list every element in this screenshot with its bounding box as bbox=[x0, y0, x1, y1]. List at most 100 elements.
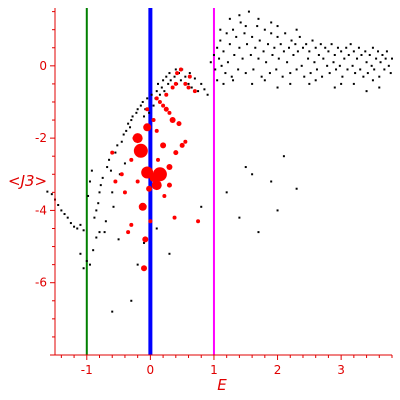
axes: -1 0 1 2 3 0 -2 -4 -6 bbox=[35, 8, 393, 377]
data-point bbox=[206, 93, 209, 96]
data-point bbox=[379, 61, 382, 64]
data-point bbox=[158, 93, 161, 96]
data-point bbox=[135, 111, 138, 114]
data-point bbox=[322, 57, 325, 60]
data-point bbox=[391, 57, 393, 60]
data-point bbox=[327, 50, 330, 53]
data-point bbox=[212, 53, 215, 56]
data-point bbox=[155, 227, 158, 230]
data-point bbox=[148, 111, 151, 114]
data-point bbox=[132, 136, 137, 141]
series-0 bbox=[46, 10, 393, 313]
data-point bbox=[346, 68, 349, 71]
x-tick-label: -1 bbox=[81, 363, 93, 377]
data-point bbox=[157, 82, 160, 85]
data-point bbox=[276, 35, 279, 38]
x-tick-label: 1 bbox=[210, 363, 218, 377]
data-point bbox=[200, 82, 203, 85]
data-point bbox=[116, 144, 119, 147]
data-point bbox=[172, 215, 177, 220]
data-point bbox=[141, 100, 144, 103]
data-point bbox=[333, 86, 336, 89]
data-point bbox=[88, 263, 91, 266]
data-point bbox=[307, 57, 310, 60]
data-point bbox=[282, 50, 285, 53]
data-point bbox=[132, 133, 143, 144]
data-point bbox=[196, 219, 201, 224]
data-point bbox=[383, 68, 386, 71]
data-point bbox=[284, 32, 287, 35]
data-point bbox=[343, 57, 346, 60]
data-point bbox=[313, 61, 316, 64]
data-point bbox=[154, 128, 159, 133]
data-point bbox=[112, 205, 115, 208]
data-point bbox=[238, 14, 241, 17]
data-point bbox=[138, 202, 147, 211]
data-point bbox=[282, 155, 285, 158]
data-point bbox=[151, 180, 162, 191]
data-point bbox=[50, 193, 53, 196]
data-point bbox=[63, 213, 66, 216]
data-point bbox=[169, 117, 176, 124]
y-tick-label: 0 bbox=[39, 59, 47, 73]
data-point bbox=[143, 241, 146, 244]
data-point bbox=[169, 79, 172, 82]
data-point bbox=[365, 61, 368, 64]
data-point bbox=[136, 263, 139, 266]
y-axis-label: <J3> bbox=[8, 172, 47, 190]
data-point bbox=[98, 231, 101, 234]
data-point bbox=[226, 61, 229, 64]
data-point bbox=[332, 61, 335, 64]
data-point bbox=[295, 68, 298, 71]
data-point bbox=[352, 50, 355, 53]
data-point bbox=[326, 64, 329, 67]
data-point bbox=[256, 25, 259, 28]
data-point bbox=[237, 68, 240, 71]
data-point bbox=[235, 35, 238, 38]
data-point bbox=[46, 190, 49, 193]
data-point bbox=[130, 299, 133, 302]
data-point bbox=[279, 43, 282, 46]
data-point bbox=[246, 43, 249, 46]
data-point bbox=[170, 85, 175, 90]
data-point bbox=[73, 225, 76, 228]
data-point bbox=[148, 219, 153, 224]
data-point bbox=[93, 216, 96, 219]
data-point bbox=[183, 139, 188, 144]
data-point bbox=[263, 79, 266, 82]
data-point bbox=[292, 53, 295, 56]
data-point bbox=[287, 46, 290, 49]
data-point bbox=[179, 142, 185, 148]
data-point bbox=[244, 72, 247, 75]
data-point bbox=[82, 267, 85, 270]
data-point bbox=[129, 126, 132, 129]
data-point bbox=[129, 157, 134, 162]
data-point bbox=[239, 21, 242, 24]
data-point bbox=[129, 222, 134, 227]
data-point bbox=[163, 90, 166, 93]
data-point bbox=[98, 191, 101, 194]
data-point bbox=[87, 194, 90, 197]
data-point bbox=[275, 68, 278, 71]
data-point bbox=[173, 150, 179, 156]
data-point bbox=[114, 151, 117, 154]
data-point bbox=[270, 180, 273, 183]
data-point bbox=[228, 43, 231, 46]
data-point bbox=[354, 72, 357, 75]
data-point bbox=[270, 21, 273, 24]
data-point bbox=[95, 209, 98, 212]
data-point bbox=[82, 229, 85, 232]
data-point bbox=[90, 169, 93, 172]
data-point bbox=[384, 57, 387, 60]
data-point bbox=[251, 82, 254, 85]
data-point bbox=[203, 88, 206, 91]
data-point bbox=[301, 46, 304, 49]
data-point bbox=[277, 57, 280, 60]
data-point bbox=[247, 10, 250, 13]
data-point bbox=[168, 252, 171, 255]
data-point bbox=[249, 53, 252, 56]
data-point bbox=[289, 82, 292, 85]
data-point bbox=[69, 222, 72, 225]
data-point bbox=[193, 77, 196, 80]
